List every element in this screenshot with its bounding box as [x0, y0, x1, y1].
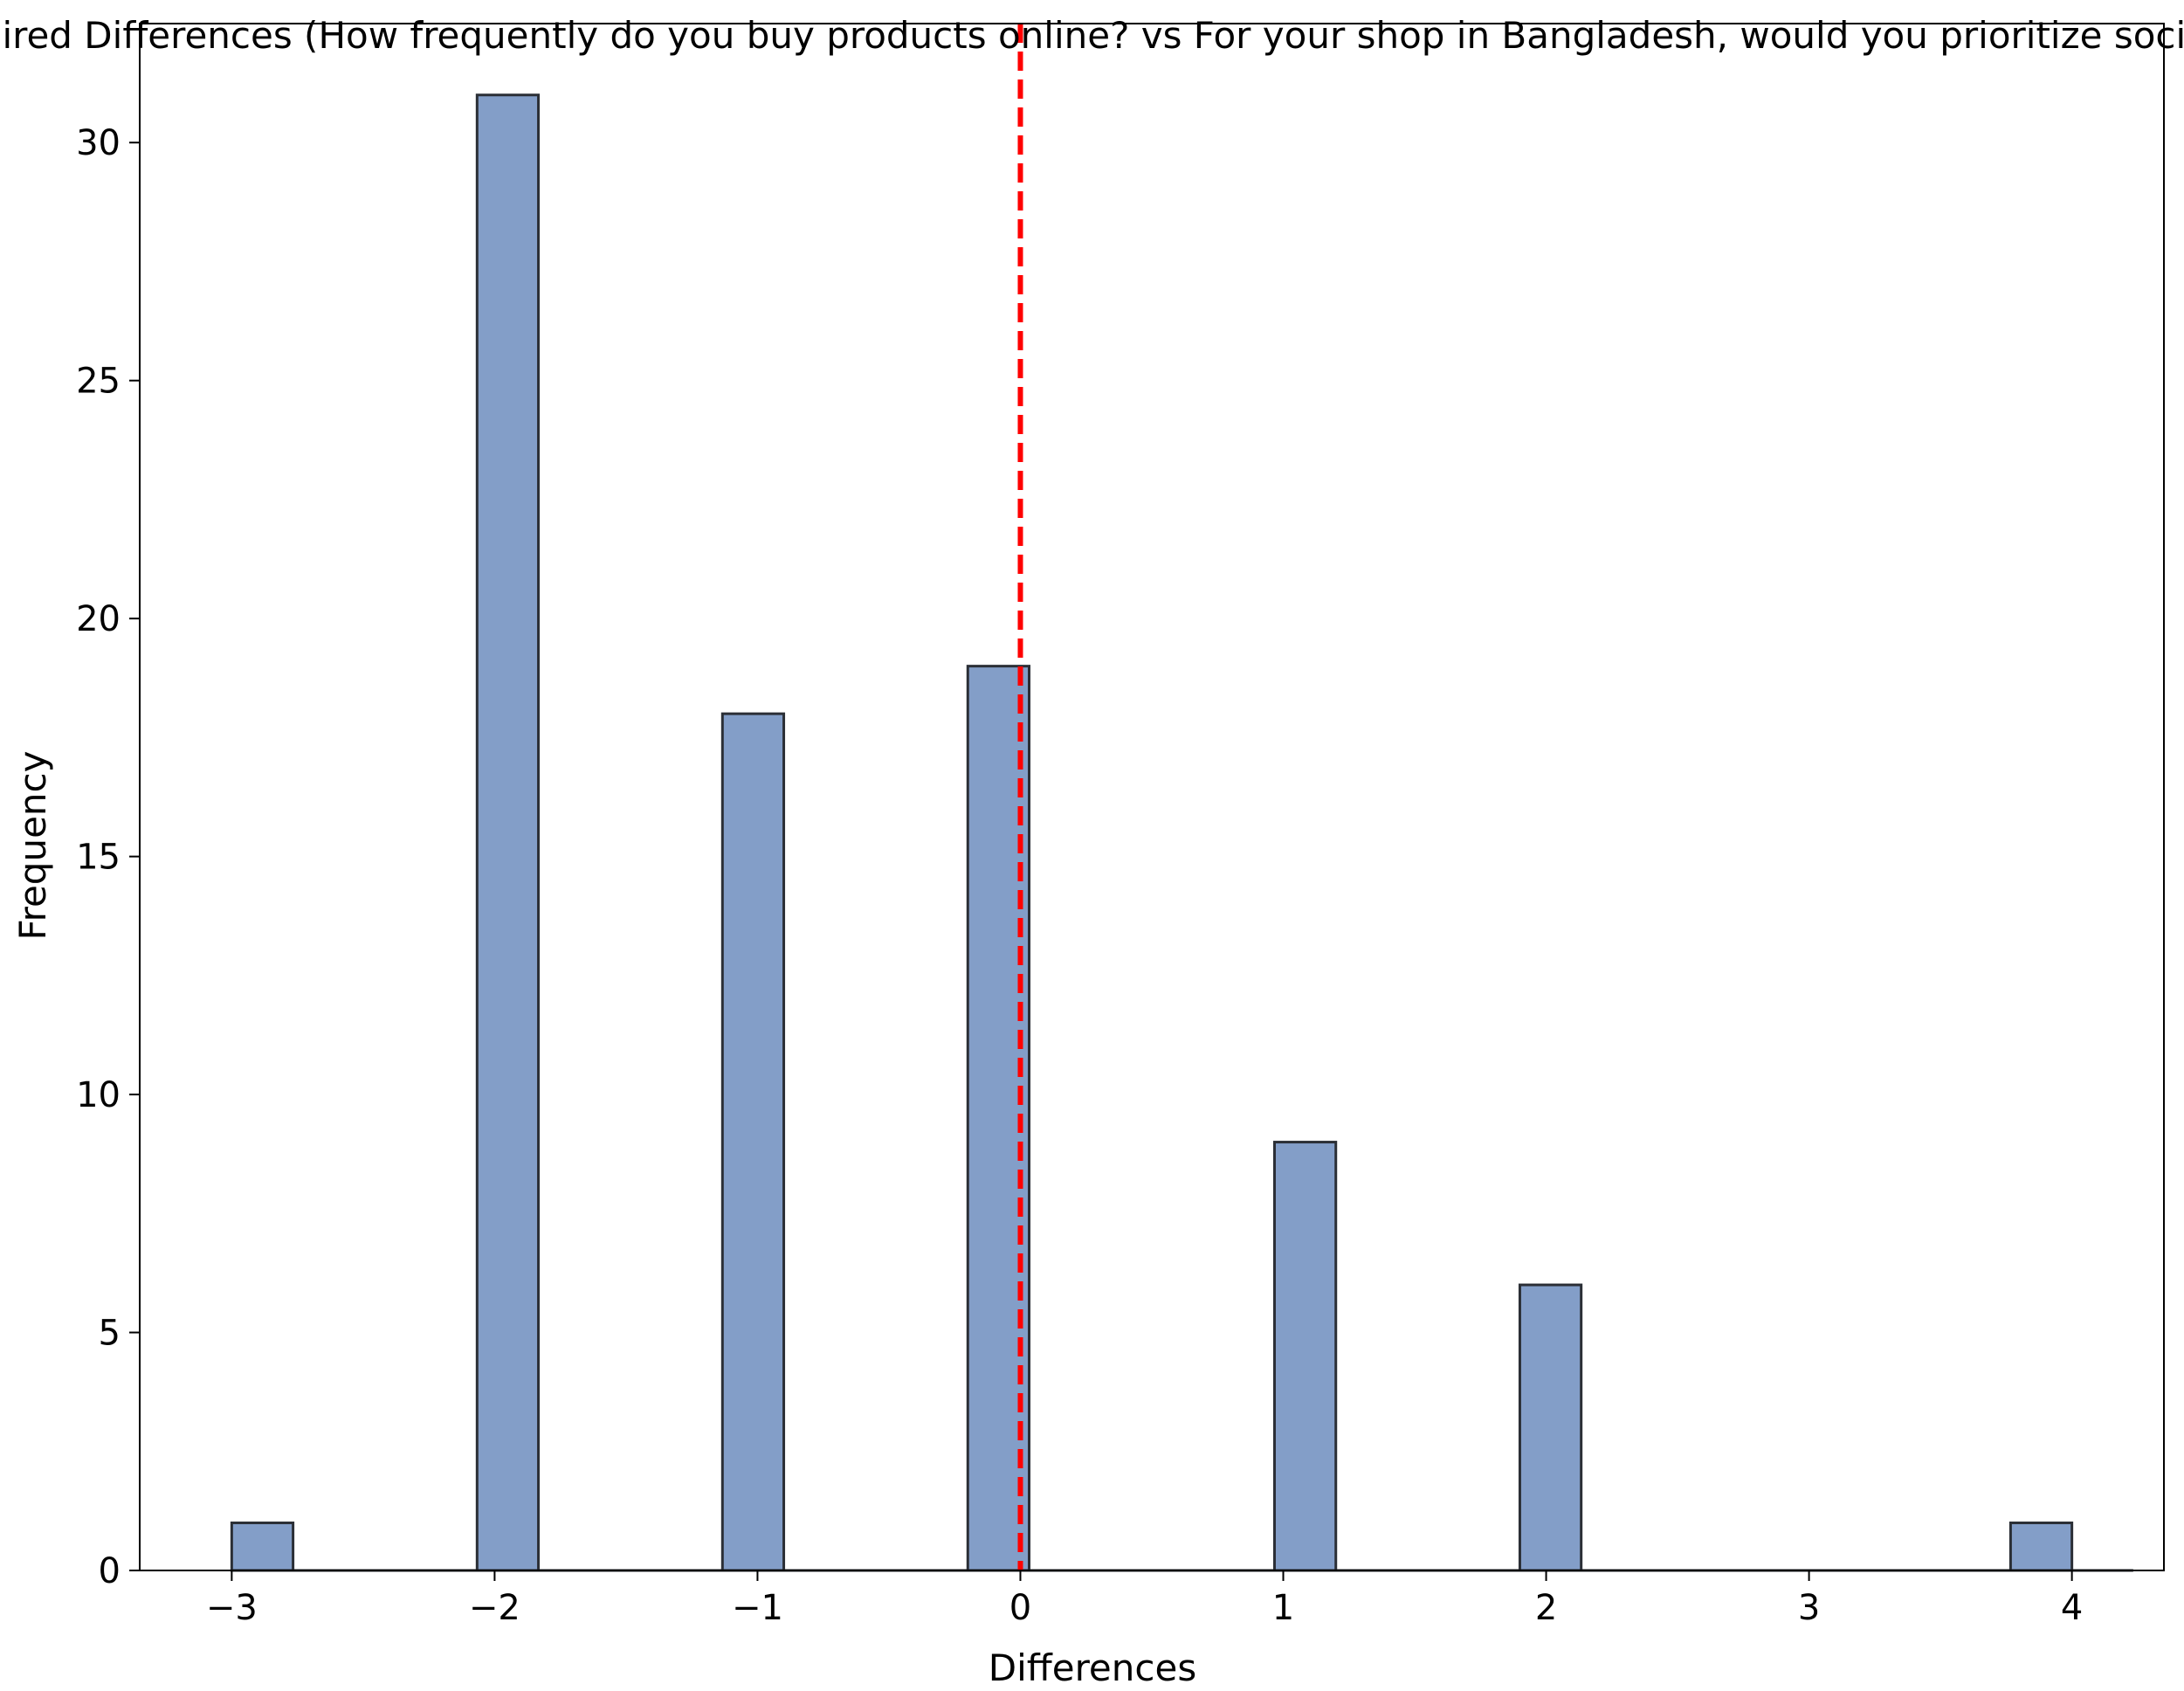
- y-axis-ticks: 0 5 10 15 20 25 30: [76, 123, 140, 1591]
- plot-frame: [139, 23, 2165, 1571]
- histogram-bar-2: [720, 712, 786, 1572]
- histogram-bar-5: [1518, 1283, 1583, 1572]
- chart-title: Paired Differences (How frequently do yo…: [0, 14, 2184, 57]
- y-tick-label: 25: [76, 362, 121, 402]
- x-tick-label: −1: [732, 1588, 783, 1628]
- histogram-bar-6: [2008, 1522, 2074, 1572]
- y-tick-label: 10: [76, 1075, 121, 1115]
- x-axis-ticks: −3 −2 −1 0 1 2 3 4: [206, 1570, 2083, 1628]
- y-axis-label: Frequency: [11, 751, 54, 941]
- x-tick-label: 4: [2061, 1588, 2083, 1628]
- x-tick-label: 1: [1272, 1588, 1294, 1628]
- axes-layer: [139, 23, 2165, 1571]
- histogram-bar-1: [475, 93, 541, 1572]
- x-tick-label: 2: [1535, 1588, 1557, 1628]
- x-tick-label: −3: [206, 1588, 258, 1628]
- histogram-bar-4: [1272, 1141, 1338, 1572]
- x-tick-label: −2: [469, 1588, 520, 1628]
- x-tick-label: 3: [1798, 1588, 1820, 1628]
- y-tick-label: 20: [76, 599, 121, 639]
- y-tick-label: 5: [99, 1314, 121, 1354]
- x-tick-label: 0: [1009, 1588, 1031, 1628]
- x-axis-label: Differences: [989, 1646, 1196, 1689]
- y-tick-label: 15: [76, 838, 121, 878]
- histogram-bar-0: [230, 1522, 295, 1572]
- y-tick-label: 0: [99, 1551, 121, 1591]
- bars-layer: [230, 93, 2074, 1572]
- y-tick-label: 30: [76, 123, 121, 163]
